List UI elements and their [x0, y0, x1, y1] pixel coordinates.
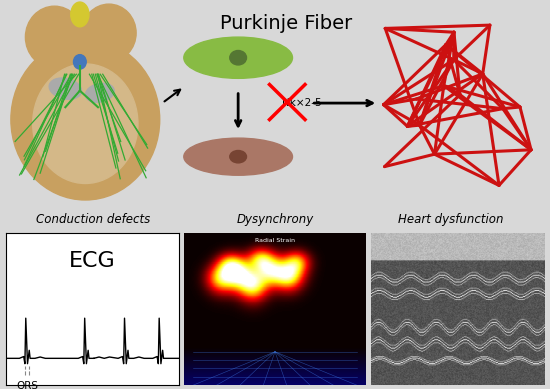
Ellipse shape — [230, 151, 246, 163]
Ellipse shape — [230, 51, 246, 65]
Ellipse shape — [32, 64, 138, 184]
Ellipse shape — [71, 2, 89, 27]
Text: Heart dysfunction: Heart dysfunction — [398, 213, 504, 226]
Text: Purkinje Fiber: Purkinje Fiber — [220, 14, 352, 33]
Text: ECG: ECG — [69, 251, 116, 271]
Ellipse shape — [184, 37, 293, 78]
Ellipse shape — [11, 39, 159, 200]
Text: QRS: QRS — [16, 381, 38, 389]
Ellipse shape — [184, 138, 293, 175]
Ellipse shape — [25, 6, 84, 68]
Text: Dysynchrony: Dysynchrony — [236, 213, 314, 226]
Ellipse shape — [81, 4, 136, 62]
Ellipse shape — [74, 54, 86, 69]
Text: Nk×2-5: Nk×2-5 — [282, 98, 322, 108]
Text: Radial Strain: Radial Strain — [255, 238, 295, 243]
Ellipse shape — [49, 78, 81, 99]
Ellipse shape — [85, 83, 114, 102]
Text: Conduction defects: Conduction defects — [36, 213, 151, 226]
